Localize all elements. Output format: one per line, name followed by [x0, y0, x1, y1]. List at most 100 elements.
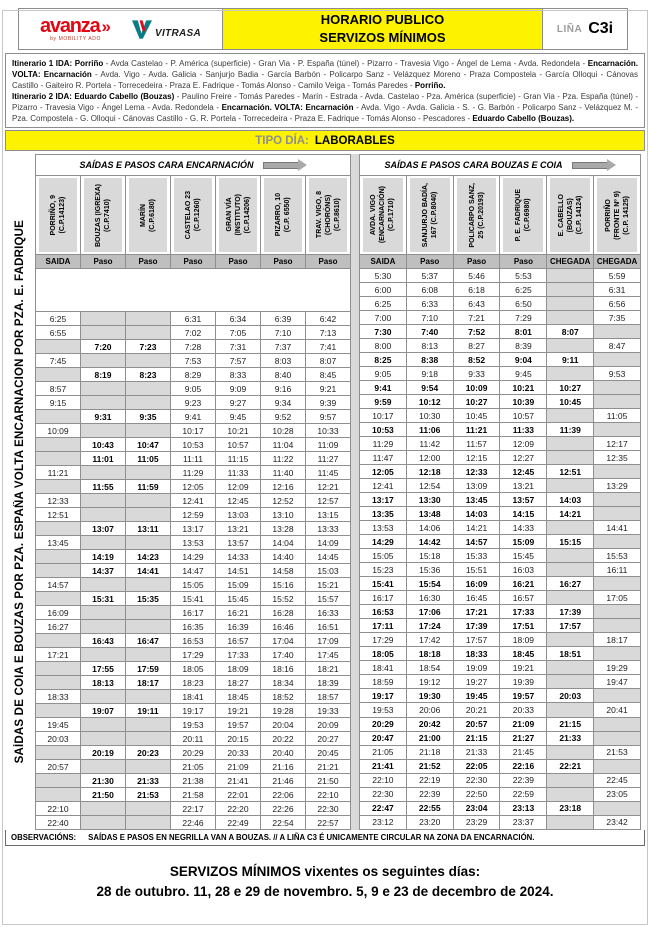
time-cell: 16:28: [260, 605, 306, 620]
time-cell: 14:29: [170, 549, 216, 564]
time-cell: 11:29: [359, 436, 407, 452]
time-cell: 17:24: [405, 618, 454, 634]
time-cell: 15:45: [499, 548, 548, 564]
time-cell: 8:39: [499, 338, 548, 354]
no-stop-cell: [593, 380, 641, 396]
time-cell: 7:13: [305, 325, 351, 340]
column-type-label: Paso: [80, 254, 126, 269]
time-cell: 13:21: [215, 521, 261, 536]
time-cell: 17:29: [359, 632, 407, 648]
time-cell: 12:09: [499, 436, 548, 452]
no-stop-cell: [546, 674, 595, 690]
no-stop-cell: [546, 520, 595, 536]
time-cell: 14:41: [125, 563, 171, 578]
no-stop-cell: [80, 647, 126, 662]
time-cell: 14:06: [405, 520, 454, 536]
time-cell: 16:03: [499, 562, 548, 578]
time-cell: 7:30: [359, 324, 407, 340]
time-cell: 9:59: [359, 394, 407, 410]
time-cell: 8:25: [359, 352, 407, 368]
time-cell: 15:57: [305, 591, 351, 606]
time-cell: 23:13: [499, 800, 548, 816]
no-stop-cell: [125, 647, 171, 662]
timetable-row: 10:09 10:17 10:21 10:28 10:33: [35, 423, 351, 438]
time-cell: 9:39: [305, 395, 351, 410]
time-cell: 11:57: [452, 436, 501, 452]
time-cell: 10:27: [546, 380, 595, 396]
no-stop-cell: [80, 493, 126, 508]
time-cell: 16:47: [125, 633, 171, 648]
time-cell: 21:45: [499, 744, 548, 760]
column-type-label: SAIDA: [35, 254, 81, 269]
time-cell: 12:09: [215, 479, 261, 494]
no-stop-cell: [80, 689, 126, 704]
time-cell: 15:09: [215, 577, 261, 592]
no-stop-cell: [593, 324, 641, 340]
no-stop-cell: [80, 423, 126, 438]
time-cell: 16:43: [80, 633, 126, 648]
time-cell: 21:50: [80, 787, 126, 802]
timetable-row: 11:29 11:42 11:57 12:09 12:17: [359, 436, 641, 452]
timetable-row: 19:17 19:30 19:45 19:57 20:03: [359, 688, 641, 704]
time-cell: 23:42: [593, 814, 641, 831]
timetable-row: 8:19 8:23 8:29 8:33 8:40 8:45: [35, 367, 351, 382]
no-stop-cell: [35, 563, 81, 578]
timetable-row: 12:51 12:59 13:03 13:10 13:15: [35, 507, 351, 522]
time-cell: 8:52: [452, 352, 501, 368]
time-cell: 13:53: [170, 535, 216, 550]
time-cell: 11:40: [260, 465, 306, 480]
no-stop-cell: [125, 423, 171, 438]
time-cell: 14:33: [499, 520, 548, 536]
time-cell: 13:30: [405, 492, 454, 508]
time-cell: 14:57: [452, 534, 501, 550]
time-cell: 14:42: [405, 534, 454, 550]
time-cell: 18:41: [359, 660, 407, 676]
time-cell: 18:05: [359, 646, 407, 662]
right-arrow-icon: [571, 159, 616, 171]
time-cell: 22:57: [305, 815, 351, 830]
time-cell: 9:16: [260, 381, 306, 396]
time-cell: 15:23: [359, 562, 407, 578]
no-stop-cell: [35, 549, 81, 564]
footer-line-2: 28 de outubro. 11, 28 e 29 de novembro. …: [96, 884, 554, 899]
timetable-row: 15:41 15:54 16:09 16:21 16:27: [359, 576, 641, 592]
side-vertical-label: SAÍDAS DE COIA E BOUZAS POR PZA. ESPAÑA …: [5, 154, 35, 830]
time-cell: 10:21: [215, 423, 261, 438]
time-cell: 11:33: [499, 422, 548, 438]
time-cell: 18:09: [215, 661, 261, 676]
time-cell: 22:17: [170, 801, 216, 816]
no-stop-cell: [593, 576, 641, 592]
time-cell: 19:09: [452, 660, 501, 676]
timetable-row: 13:35 13:48 14:03 14:15 14:21: [359, 506, 641, 522]
timetable-row: 22:10 22:19 22:30 22:39 22:45: [359, 772, 641, 788]
timetable-row: 22:10 22:17 22:20 22:26 22:30: [35, 801, 351, 816]
column-type-label: Paso: [452, 254, 501, 269]
no-stop-cell: [125, 381, 171, 396]
time-cell: 15:45: [215, 591, 261, 606]
title-line-1: HORARIO PUBLICO: [320, 11, 445, 27]
time-cell: 20:23: [125, 745, 171, 760]
timetable-row: 7:45 7:53 7:57 8:03 8:07: [35, 353, 351, 368]
header-bar: avanza » by MOBILITY ADO VITRASA HORARIO…: [18, 8, 628, 50]
time-cell: 22:05: [452, 758, 501, 774]
time-cell: 13:48: [405, 506, 454, 522]
time-cell: 9:54: [405, 380, 454, 396]
no-stop-cell: [80, 353, 126, 368]
column-type-label: SAIDA: [359, 254, 407, 269]
time-cell: 6:25: [359, 296, 407, 312]
column-type-label: Paso: [215, 254, 261, 269]
time-cell: 21:46: [260, 773, 306, 788]
time-cell: 12:51: [546, 464, 595, 480]
no-stop-cell: [35, 773, 81, 788]
time-cell: 15:41: [170, 591, 216, 606]
time-cell: 12:00: [405, 450, 454, 466]
time-cell: 18:52: [260, 689, 306, 704]
time-cell: 9:45: [215, 409, 261, 424]
time-cell: 20:22: [260, 731, 306, 746]
time-cell: 20:47: [359, 730, 407, 746]
no-stop-cell: [125, 535, 171, 550]
group-title: SAÍDAS E PASOS CARA BOUZAS E COIA: [384, 160, 563, 170]
vitrasa-v-icon: [131, 19, 152, 39]
no-stop-cell: [35, 479, 81, 494]
time-cell: 15:16: [260, 577, 306, 592]
